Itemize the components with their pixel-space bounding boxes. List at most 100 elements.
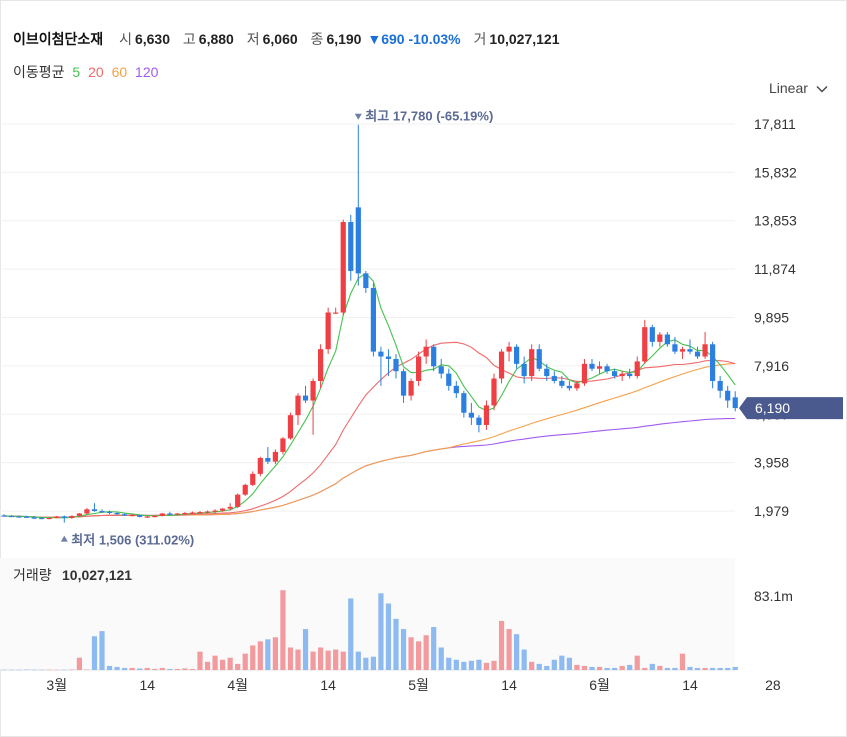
volume-bar [280, 590, 286, 670]
volume-bar [137, 668, 143, 670]
low-marker-icon [60, 535, 68, 542]
volume-bar [423, 635, 429, 670]
volume-bar [393, 618, 399, 670]
volume-label: 거 [473, 31, 487, 47]
candle-body [348, 222, 354, 271]
volume-bar [612, 667, 618, 670]
candle-body [39, 517, 45, 520]
candle-body [212, 510, 218, 512]
price-tick-label: 13,853 [754, 213, 797, 229]
volume-bar [182, 668, 188, 670]
candle-body [340, 222, 346, 313]
candle-body [642, 327, 648, 362]
candle-body [710, 344, 716, 381]
ma60-line [3, 362, 736, 518]
candle-body [589, 363, 595, 369]
volume-bar [416, 641, 422, 670]
volume-bar [642, 667, 648, 670]
candle-body [174, 513, 180, 515]
candle-body [370, 288, 376, 352]
candle-body [702, 344, 708, 357]
volume-bar [363, 657, 369, 670]
volume-bar [702, 667, 708, 670]
candle-body [16, 516, 22, 518]
volume-bar [61, 669, 67, 671]
volume-bar [649, 663, 655, 670]
candle-body [1, 515, 7, 517]
volume-bar [84, 669, 90, 670]
volume-bar [325, 650, 331, 670]
candle-body [99, 511, 105, 513]
candle-body [91, 509, 98, 512]
volume-bar [498, 620, 505, 670]
candle-body [416, 356, 422, 381]
high-annotation: 최고 17,780 (-65.19%) [365, 109, 493, 124]
x-tick-label: 6월 [589, 677, 610, 693]
volume-bar [385, 603, 392, 670]
candle-body [468, 412, 474, 418]
volume-bar [197, 651, 203, 670]
volume-bar [589, 666, 595, 670]
ma120-legend: 120 [135, 64, 159, 80]
candle-body [76, 513, 82, 516]
x-tick-label: 28 [765, 677, 781, 693]
candle-body [106, 511, 113, 513]
x-tick-label: 14 [320, 677, 336, 693]
candle-body [159, 513, 165, 516]
ma20-line [3, 341, 736, 518]
candle-body [363, 273, 369, 289]
candle-body [61, 516, 67, 518]
candle-body [182, 512, 188, 515]
volume-bar [408, 637, 414, 670]
candle-body [423, 346, 429, 357]
moving-average-legend: 이동평균 5 20 60 120 [13, 62, 162, 82]
volume-bar [446, 657, 452, 670]
candle-body [393, 358, 399, 372]
volume-bar [619, 665, 625, 670]
x-tick-label: 5월 [408, 677, 429, 693]
volume-bar [710, 667, 716, 670]
candle-body [612, 371, 618, 377]
volume-bar [355, 651, 361, 670]
x-tick-label: 14 [501, 677, 517, 693]
candle-body [461, 393, 467, 413]
volume-bar [664, 667, 670, 670]
candle-body [506, 346, 512, 352]
candle-body [272, 451, 278, 462]
candle-body [687, 349, 693, 352]
volume-bar [24, 669, 30, 671]
last-price-label: 6,190 [755, 400, 790, 416]
price-tick-label: 15,832 [754, 164, 797, 180]
volume-bar [431, 627, 437, 670]
candle-body [717, 380, 723, 391]
candle-body [664, 334, 670, 345]
candle-body [596, 366, 603, 369]
price-tick-label: 17,811 [754, 116, 796, 132]
candle-body [189, 512, 196, 514]
price-tick-label: 3,958 [754, 455, 789, 471]
volume-bar [174, 668, 180, 670]
candle-body [566, 385, 572, 389]
low-value: 6,060 [262, 31, 298, 47]
scale-dropdown[interactable]: Linear [769, 80, 828, 96]
candle-body [732, 397, 738, 409]
volume-bar [529, 661, 535, 670]
candle-body [431, 346, 437, 367]
volume-bar [91, 636, 98, 670]
volume-bar [574, 664, 580, 670]
volume-bar [604, 667, 610, 670]
candle-body [514, 346, 520, 364]
volume-bar [514, 634, 520, 670]
volume-bar [129, 667, 135, 670]
ma120-line [3, 417, 736, 518]
volume-bar [1, 669, 7, 671]
volume-bar [295, 649, 301, 670]
volume-bar [144, 667, 150, 670]
candle-body [250, 473, 256, 485]
candle-body [725, 390, 731, 401]
candle-body [114, 512, 120, 515]
volume-bar [672, 667, 678, 670]
volume-bar [220, 659, 226, 670]
volume-bar [99, 631, 105, 670]
